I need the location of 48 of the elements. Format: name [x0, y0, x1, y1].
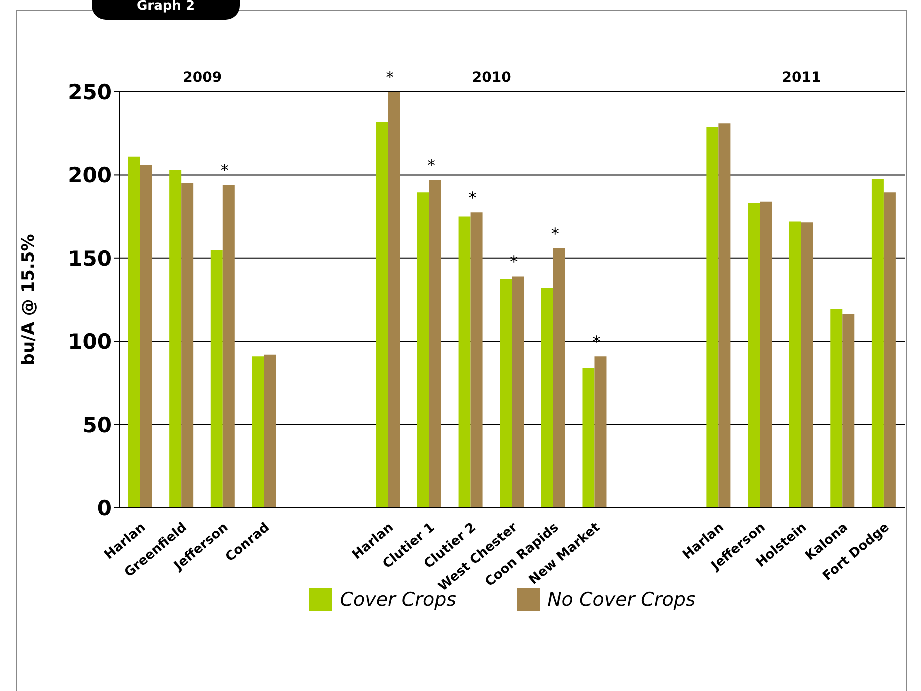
- bar: [470, 212, 483, 508]
- y-tick-label: 0: [97, 496, 112, 520]
- data-label: *: [386, 68, 394, 87]
- bar: [842, 314, 855, 508]
- bar: [417, 192, 430, 508]
- bar: [170, 170, 182, 508]
- y-tick-label: 150: [68, 246, 112, 271]
- text: 2010: [471, 70, 512, 86]
- bar: [128, 156, 140, 508]
- bar: [872, 179, 884, 508]
- bar: [264, 354, 276, 508]
- bar: [512, 276, 524, 508]
- bar: [376, 122, 388, 508]
- bar: [582, 368, 595, 508]
- data-label: *: [468, 188, 477, 208]
- bar: [182, 184, 194, 508]
- bar: [458, 216, 471, 508]
- text: 2009: [182, 70, 224, 86]
- data-label: *: [551, 224, 560, 244]
- bar: [718, 124, 731, 508]
- bar: [748, 203, 760, 508]
- bar: [210, 250, 223, 508]
- bar: [541, 288, 554, 508]
- bar: [789, 222, 802, 508]
- bar: [706, 126, 719, 508]
- legend-label: Cover Crops: [340, 588, 457, 610]
- bar: [594, 356, 607, 508]
- y-tick-label: 250: [68, 80, 112, 104]
- text: 2011: [781, 70, 822, 86]
- y-tick-label: 200: [68, 164, 112, 188]
- bar: [884, 192, 896, 508]
- data-label: *: [427, 156, 436, 176]
- bar: [553, 248, 566, 508]
- chart-title: Graph 2: [137, 0, 195, 14]
- bar: [252, 356, 264, 508]
- bar: [500, 279, 512, 508]
- bar: [429, 180, 442, 508]
- bar: [140, 165, 152, 508]
- legend-label: No Cover Crops: [548, 588, 696, 610]
- y-axis-title: bu/A @ 15.5%: [19, 234, 40, 366]
- y-tick-label: 50: [82, 413, 112, 438]
- bar: [801, 222, 814, 508]
- bar: [760, 202, 772, 508]
- data-label: *: [220, 161, 229, 180]
- bar: [388, 92, 400, 508]
- bar: [830, 309, 843, 508]
- bar: [222, 185, 235, 508]
- y-tick-label: 100: [68, 330, 112, 354]
